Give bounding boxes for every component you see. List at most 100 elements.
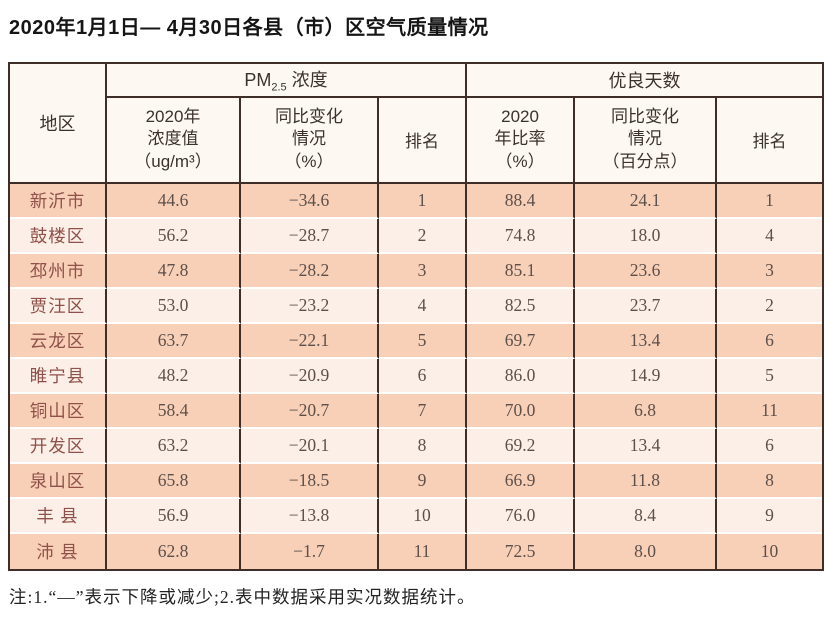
cell-pm-rank: 1 <box>379 183 468 219</box>
table-row: 邳州市 47.8 −28.2 3 85.1 23.6 3 <box>10 253 823 289</box>
cell-good-ratio: 86.0 <box>467 358 576 394</box>
cell-good-ratio: 72.5 <box>467 533 576 569</box>
table-row: 丰 县 56.9 −13.8 10 76.0 8.4 9 <box>10 498 823 534</box>
cell-good-change: 23.6 <box>575 253 718 289</box>
cell-pm-rank: 9 <box>379 463 468 499</box>
cell-pm-rank: 11 <box>379 533 468 569</box>
column-header-region: 地区 <box>10 64 107 184</box>
cell-pm-change: −34.6 <box>241 183 379 219</box>
cell-good-change: 14.9 <box>575 358 718 394</box>
column-header-good-ratio: 2020 年比率 （%） <box>467 97 576 184</box>
cell-good-ratio: 69.2 <box>467 428 576 464</box>
group-header-row: 地区 PM2.5 浓度 优良天数 <box>10 64 823 184</box>
cell-good-change: 13.4 <box>575 323 718 359</box>
cell-good-ratio: 66.9 <box>467 463 576 499</box>
cell-good-change: 11.8 <box>575 463 718 499</box>
cell-pm-value: 63.2 <box>107 428 241 464</box>
pm25-label-prefix: PM <box>244 70 272 90</box>
cell-good-change: 23.7 <box>575 288 718 324</box>
cell-good-change: 8.0 <box>575 533 718 569</box>
cell-region: 铜山区 <box>10 393 107 429</box>
cell-good-ratio: 76.0 <box>467 498 576 534</box>
cell-pm-change: −1.7 <box>241 533 379 569</box>
cell-good-rank: 2 <box>717 288 823 324</box>
cell-pm-value: 65.8 <box>107 463 241 499</box>
cell-region: 丰 县 <box>10 498 107 534</box>
cell-pm-rank: 4 <box>379 288 468 324</box>
column-header-good-rank: 排名 <box>717 97 823 184</box>
pm25-label-suffix: 浓度 <box>286 70 328 90</box>
cell-pm-rank: 2 <box>379 218 468 254</box>
cell-pm-value: 47.8 <box>107 253 241 289</box>
cell-pm-change: −28.7 <box>241 218 379 254</box>
cell-region: 新沂市 <box>10 183 107 219</box>
cell-pm-rank: 6 <box>379 358 468 394</box>
cell-good-rank: 3 <box>717 253 823 289</box>
footnote: 注:1.“—”表示下降或减少;2.表中数据采用实况数据统计。 <box>9 586 476 607</box>
cell-good-rank: 10 <box>717 533 823 569</box>
column-header-pm-value: 2020年 浓度值 （ug/m³） <box>107 97 241 184</box>
cell-pm-change: −18.5 <box>241 463 379 499</box>
sub-header-row: 2020年 浓度值 （ug/m³） 同比变化 情况 （%） 排名 2020 年比… <box>10 97 823 184</box>
cell-pm-rank: 5 <box>379 323 468 359</box>
cell-pm-change: −20.1 <box>241 428 379 464</box>
table-row: 睢宁县 48.2 −20.9 6 86.0 14.9 5 <box>10 358 823 394</box>
table-body: 新沂市 44.6 −34.6 1 88.4 24.1 1 鼓楼区 56.2 −2… <box>10 183 823 569</box>
cell-good-change: 6.8 <box>575 393 718 429</box>
cell-pm-value: 58.4 <box>107 393 241 429</box>
cell-good-rank: 4 <box>717 218 823 254</box>
cell-good-rank: 1 <box>717 183 823 219</box>
cell-good-change: 13.4 <box>575 428 718 464</box>
column-header-pm-change: 同比变化 情况 （%） <box>241 97 379 184</box>
cell-region: 睢宁县 <box>10 358 107 394</box>
cell-pm-value: 44.6 <box>107 183 241 219</box>
cell-region: 贾汪区 <box>10 288 107 324</box>
pm25-label-subscript: 2.5 <box>271 81 287 94</box>
page-title: 2020年1月1日— 4月30日各县（市）区空气质量情况 <box>9 17 489 39</box>
air-quality-table: 地区 PM2.5 浓度 优良天数 2020年 浓度值 （ug/m³） 同比变化 … <box>8 62 825 571</box>
cell-good-ratio: 69.7 <box>467 323 576 359</box>
cell-pm-value: 53.0 <box>107 288 241 324</box>
cell-good-change: 18.0 <box>575 218 718 254</box>
column-header-pm-rank: 排名 <box>379 97 468 184</box>
cell-pm-rank: 8 <box>379 428 468 464</box>
cell-pm-change: −28.2 <box>241 253 379 289</box>
cell-region: 邳州市 <box>10 253 107 289</box>
table-row: 鼓楼区 56.2 −28.7 2 74.8 18.0 4 <box>10 218 823 254</box>
cell-good-ratio: 74.8 <box>467 218 576 254</box>
cell-region: 鼓楼区 <box>10 218 107 254</box>
cell-good-ratio: 85.1 <box>467 253 576 289</box>
cell-pm-value: 62.8 <box>107 533 241 569</box>
cell-good-change: 24.1 <box>575 183 718 219</box>
cell-region: 沛 县 <box>10 533 107 569</box>
group-header-pm25: PM2.5 浓度 <box>107 64 468 98</box>
cell-pm-change: −20.9 <box>241 358 379 394</box>
cell-pm-value: 56.9 <box>107 498 241 534</box>
cell-good-rank: 6 <box>717 323 823 359</box>
cell-good-ratio: 88.4 <box>467 183 576 219</box>
table-row: 新沂市 44.6 −34.6 1 88.4 24.1 1 <box>10 183 823 219</box>
group-header-good-days: 优良天数 <box>467 64 823 98</box>
cell-pm-change: −23.2 <box>241 288 379 324</box>
cell-good-ratio: 70.0 <box>467 393 576 429</box>
table-row: 贾汪区 53.0 −23.2 4 82.5 23.7 2 <box>10 288 823 324</box>
cell-good-rank: 8 <box>717 463 823 499</box>
cell-pm-value: 56.2 <box>107 218 241 254</box>
cell-pm-change: −13.8 <box>241 498 379 534</box>
table-row: 云龙区 63.7 −22.1 5 69.7 13.4 6 <box>10 323 823 359</box>
cell-good-ratio: 82.5 <box>467 288 576 324</box>
cell-region: 云龙区 <box>10 323 107 359</box>
cell-region: 泉山区 <box>10 463 107 499</box>
table-header: 地区 PM2.5 浓度 优良天数 2020年 浓度值 （ug/m³） 同比变化 … <box>10 64 823 184</box>
cell-pm-rank: 10 <box>379 498 468 534</box>
cell-pm-rank: 3 <box>379 253 468 289</box>
column-header-good-change: 同比变化 情况 （百分点） <box>575 97 718 184</box>
cell-pm-rank: 7 <box>379 393 468 429</box>
cell-pm-change: −22.1 <box>241 323 379 359</box>
cell-pm-value: 48.2 <box>107 358 241 394</box>
cell-good-rank: 11 <box>717 393 823 429</box>
table-row: 泉山区 65.8 −18.5 9 66.9 11.8 8 <box>10 463 823 499</box>
table-row: 铜山区 58.4 −20.7 7 70.0 6.8 11 <box>10 393 823 429</box>
cell-good-rank: 9 <box>717 498 823 534</box>
cell-region: 开发区 <box>10 428 107 464</box>
